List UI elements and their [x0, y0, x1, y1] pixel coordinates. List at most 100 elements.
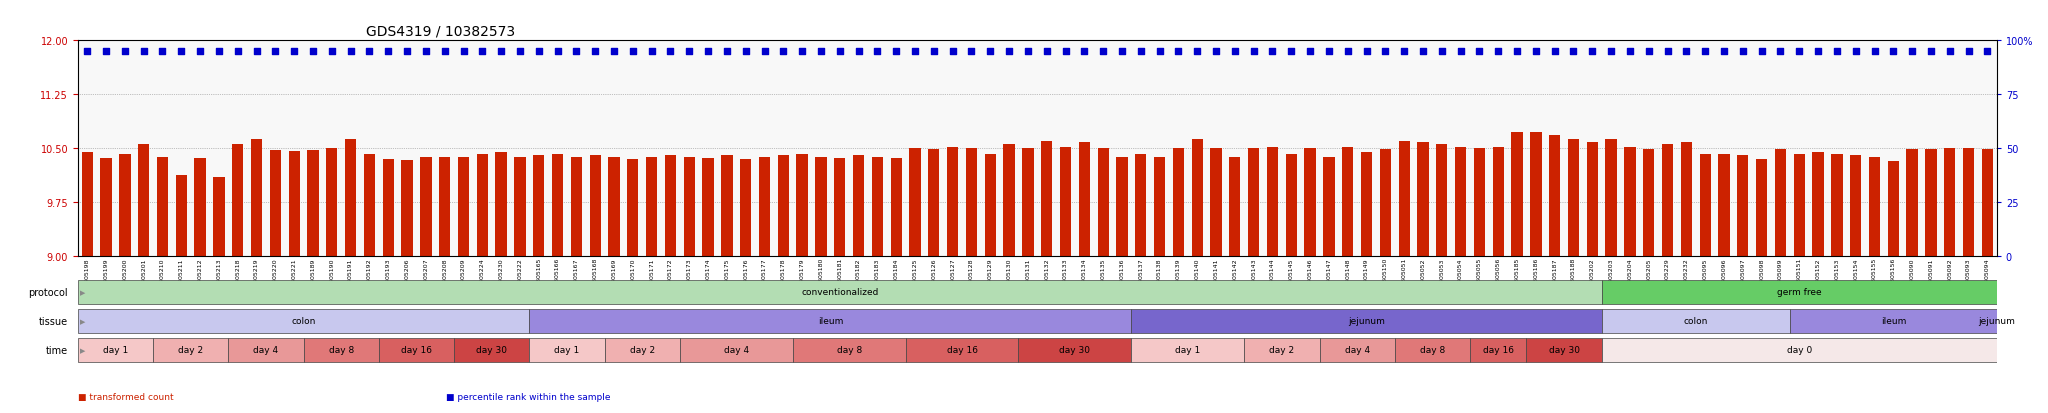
Bar — [627, 159, 639, 256]
Bar — [872, 157, 883, 256]
Text: ■ transformed count: ■ transformed count — [78, 392, 174, 401]
Bar — [1794, 154, 1804, 256]
Bar — [1399, 142, 1409, 256]
Point — [1915, 49, 1948, 55]
Bar — [760, 157, 770, 256]
Point — [993, 49, 1026, 55]
Text: day 16: day 16 — [1483, 346, 1513, 354]
Bar — [137, 145, 150, 256]
Bar — [551, 154, 563, 256]
FancyBboxPatch shape — [379, 338, 455, 362]
FancyBboxPatch shape — [78, 280, 1602, 304]
Bar — [1982, 150, 1993, 256]
Point — [391, 49, 424, 55]
Bar — [1061, 147, 1071, 256]
Bar — [1661, 145, 1673, 256]
FancyBboxPatch shape — [680, 338, 793, 362]
Point — [1669, 49, 1702, 55]
Text: day 8: day 8 — [1419, 346, 1446, 354]
Point — [1802, 49, 1835, 55]
Bar — [1624, 147, 1636, 256]
Bar — [1004, 145, 1014, 256]
Text: day 30: day 30 — [477, 346, 508, 354]
Text: day 16: day 16 — [401, 346, 432, 354]
Point — [428, 49, 461, 55]
Text: day 0: day 0 — [1786, 346, 1812, 354]
Bar — [1944, 149, 1956, 256]
Bar — [815, 157, 827, 256]
Bar — [909, 149, 922, 256]
Bar — [1098, 149, 1108, 256]
Text: day 16: day 16 — [946, 346, 977, 354]
Bar — [1247, 149, 1260, 256]
FancyBboxPatch shape — [1130, 309, 1602, 333]
Point — [279, 49, 311, 55]
FancyBboxPatch shape — [1319, 338, 1395, 362]
Bar — [1475, 149, 1485, 256]
Text: day 8: day 8 — [328, 346, 354, 354]
Point — [1237, 49, 1270, 55]
Bar — [985, 154, 995, 256]
Bar — [119, 155, 131, 256]
Bar — [496, 153, 506, 256]
Text: day 4: day 4 — [1346, 346, 1370, 354]
Point — [918, 49, 950, 55]
Bar — [344, 140, 356, 256]
Text: day 2: day 2 — [629, 346, 655, 354]
Point — [127, 49, 160, 55]
FancyBboxPatch shape — [1526, 338, 1602, 362]
Bar — [1079, 143, 1090, 256]
Bar — [401, 161, 414, 256]
FancyBboxPatch shape — [1018, 338, 1130, 362]
Point — [616, 49, 649, 55]
Point — [1821, 49, 1853, 55]
Point — [580, 49, 612, 55]
Point — [766, 49, 799, 55]
Point — [748, 49, 780, 55]
Point — [1350, 49, 1382, 55]
Point — [240, 49, 272, 55]
Text: day 2: day 2 — [1270, 346, 1294, 354]
Point — [1896, 49, 1929, 55]
Point — [1182, 49, 1214, 55]
Bar — [1718, 154, 1731, 256]
Bar — [666, 156, 676, 256]
Point — [1839, 49, 1872, 55]
Point — [1255, 49, 1288, 55]
Bar — [1022, 149, 1034, 256]
Point — [1933, 49, 1966, 55]
FancyBboxPatch shape — [1602, 338, 1997, 362]
FancyBboxPatch shape — [455, 338, 528, 362]
Point — [1651, 49, 1683, 55]
Point — [1294, 49, 1327, 55]
Point — [446, 49, 479, 55]
Text: day 2: day 2 — [178, 346, 203, 354]
Bar — [608, 157, 621, 256]
Bar — [1454, 147, 1466, 256]
Bar — [1569, 140, 1579, 256]
Bar — [1153, 157, 1165, 256]
FancyBboxPatch shape — [1602, 309, 1790, 333]
Point — [258, 49, 291, 55]
Text: time: time — [45, 345, 68, 355]
Point — [1313, 49, 1346, 55]
Bar — [891, 159, 901, 256]
Bar — [1548, 136, 1561, 256]
Bar — [1511, 133, 1524, 256]
Bar — [1606, 140, 1616, 256]
Point — [823, 49, 856, 55]
Point — [145, 49, 178, 55]
Bar — [1907, 150, 1917, 256]
Text: tissue: tissue — [39, 316, 68, 326]
FancyBboxPatch shape — [528, 309, 1130, 333]
Point — [1763, 49, 1796, 55]
Bar — [1210, 149, 1223, 256]
FancyBboxPatch shape — [1395, 338, 1470, 362]
Text: day 30: day 30 — [1548, 346, 1579, 354]
FancyBboxPatch shape — [528, 338, 604, 362]
Bar — [326, 149, 338, 256]
Point — [221, 49, 254, 55]
Point — [1012, 49, 1044, 55]
Text: ileum: ileum — [1880, 317, 1907, 325]
Point — [899, 49, 932, 55]
